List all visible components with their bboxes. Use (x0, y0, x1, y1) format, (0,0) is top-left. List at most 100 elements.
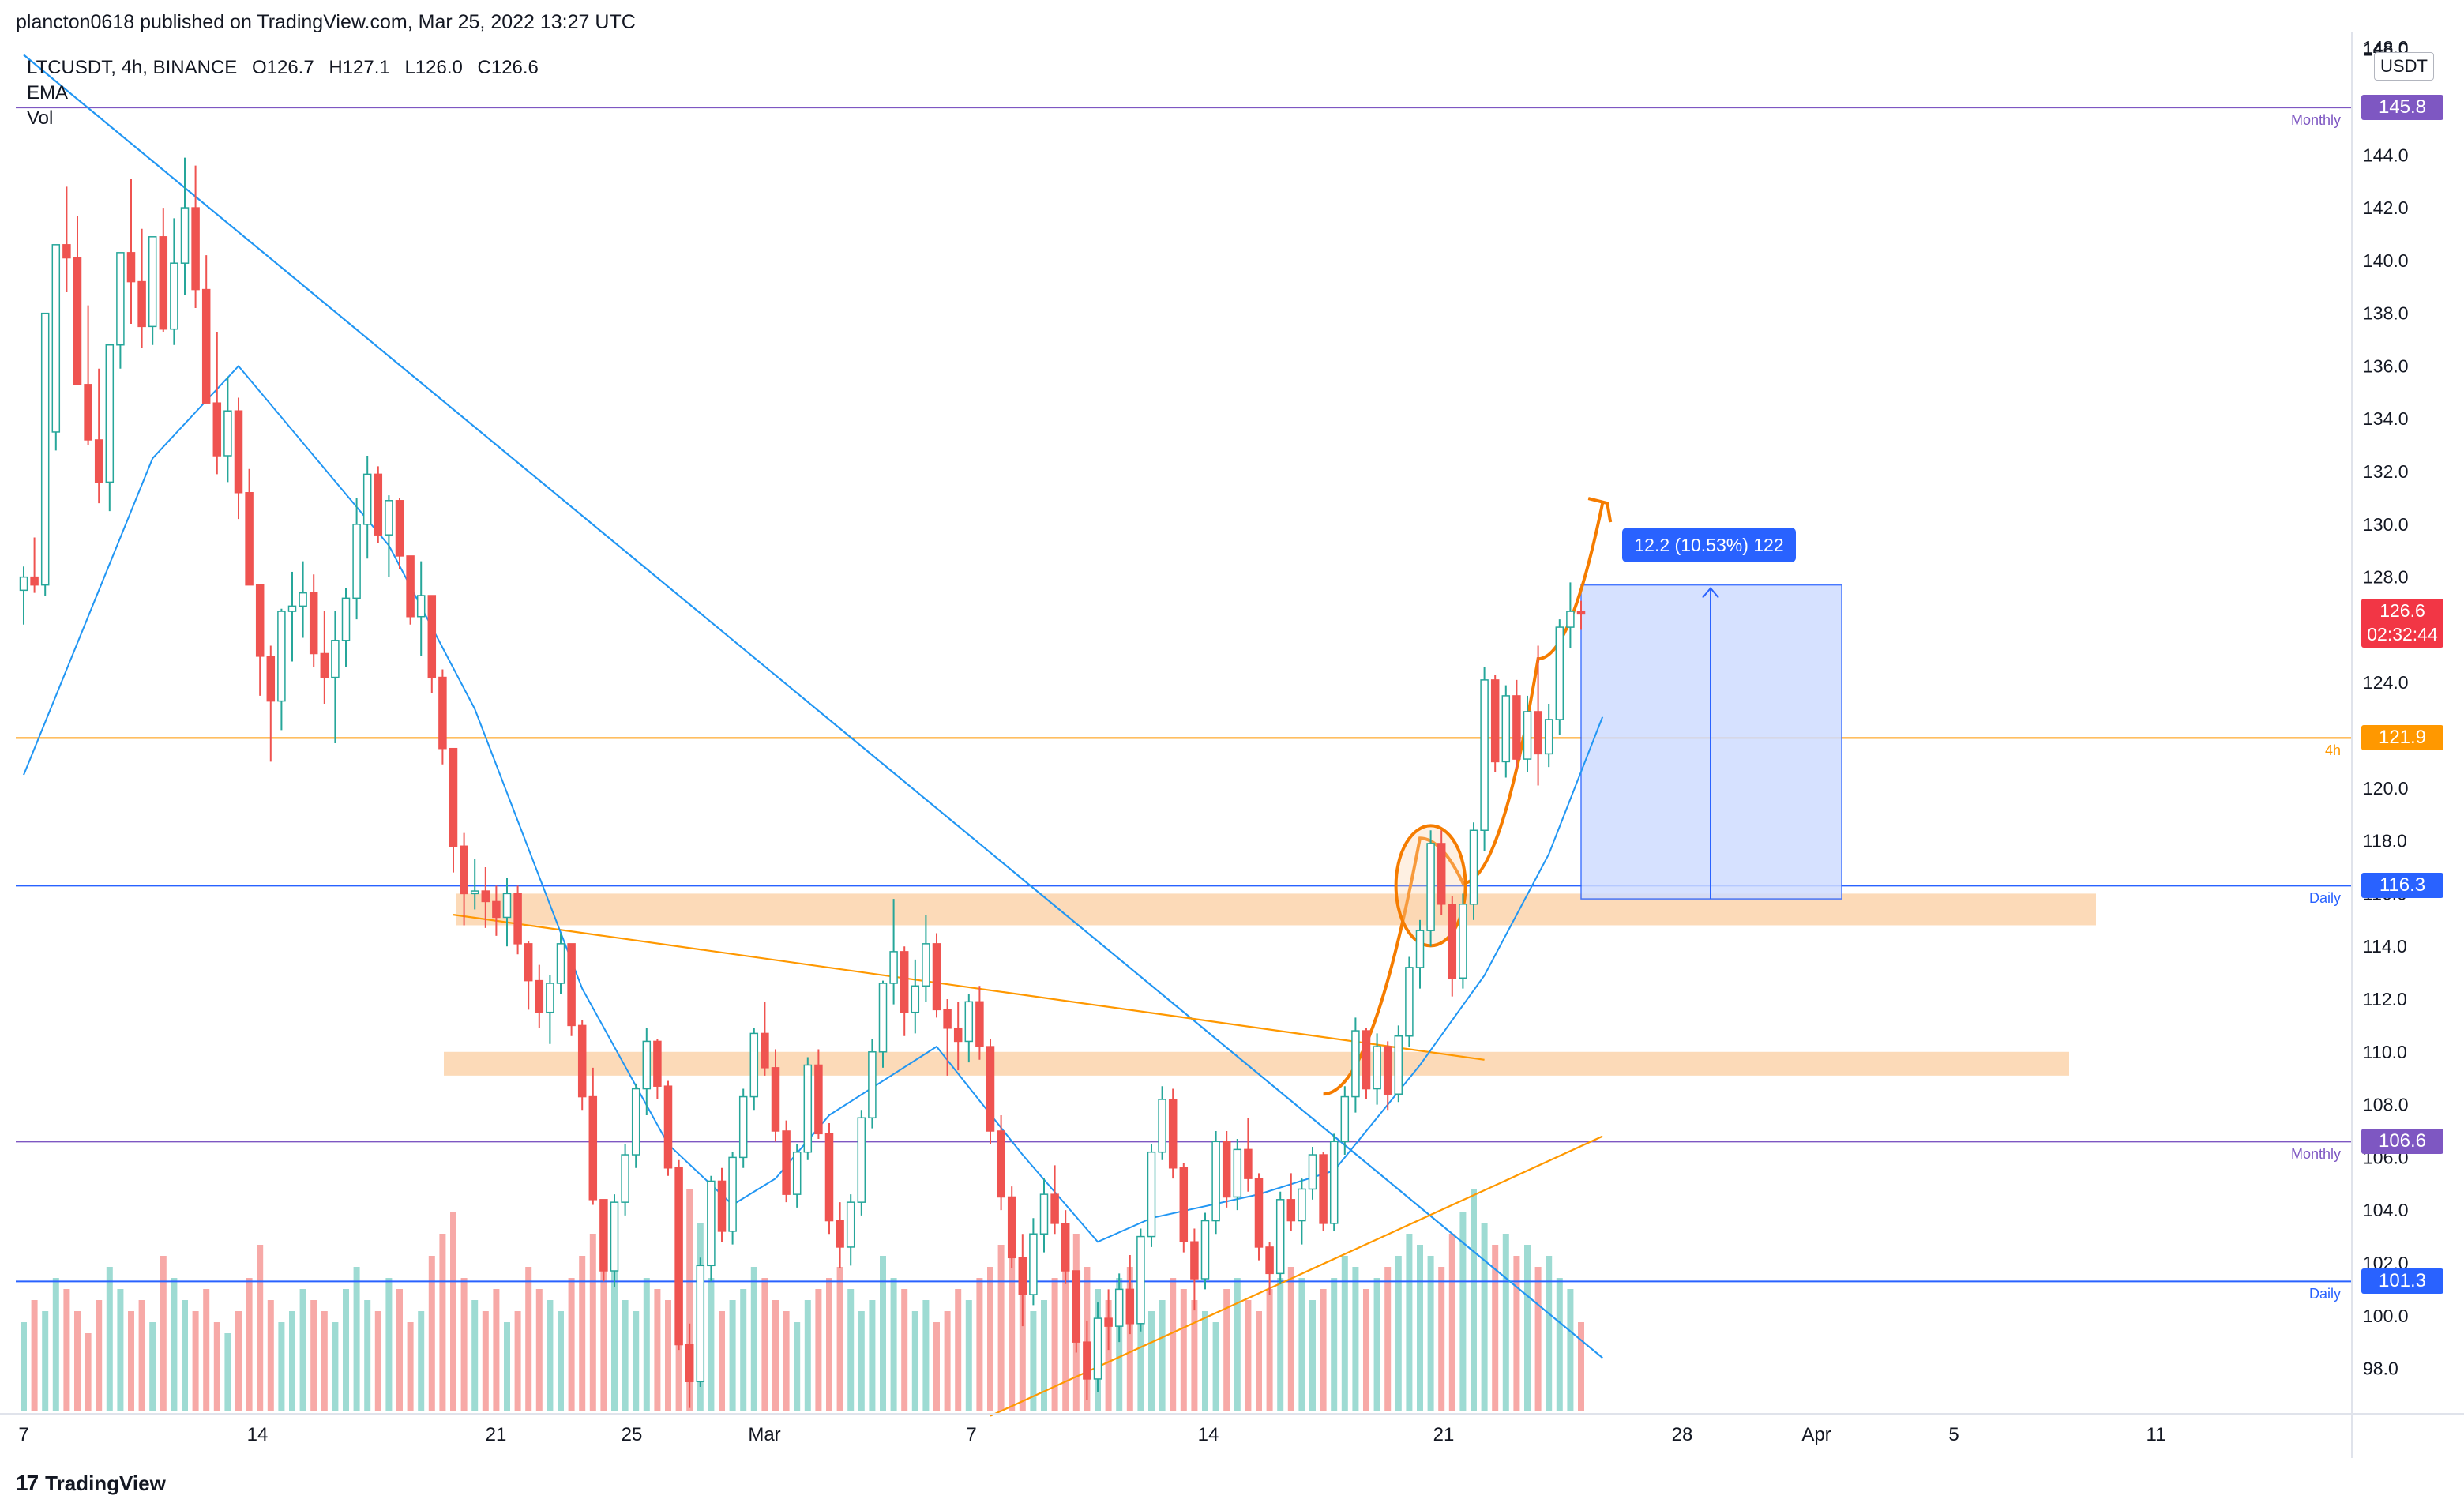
candle-body[interactable] (1544, 719, 1553, 755)
downtrend-line[interactable] (23, 54, 1603, 1359)
candle-body[interactable] (470, 890, 479, 895)
candle-body[interactable] (728, 1156, 737, 1232)
candle-body[interactable] (782, 1130, 791, 1195)
candle-body[interactable] (868, 1051, 877, 1119)
candle-body[interactable] (427, 595, 437, 678)
candle-body[interactable] (1179, 1167, 1189, 1243)
tradingview-logo[interactable]: 17 TradingView (16, 1471, 166, 1496)
ema-line-path[interactable] (23, 364, 1604, 1243)
candle-body[interactable] (535, 979, 544, 1013)
candle-body[interactable] (341, 597, 351, 641)
candle-body[interactable] (1211, 1141, 1220, 1222)
candle-body[interactable] (395, 500, 404, 557)
candle-body[interactable] (814, 1064, 823, 1135)
candle-body[interactable] (1093, 1317, 1102, 1380)
candle-body[interactable] (524, 943, 533, 982)
candle-body[interactable] (556, 943, 565, 984)
candle-body[interactable] (738, 1095, 748, 1159)
candle-body[interactable] (567, 943, 576, 1027)
candle-body[interactable] (148, 236, 157, 328)
candle-body[interactable] (1351, 1030, 1360, 1098)
candle-body[interactable] (416, 595, 426, 618)
candle-body[interactable] (406, 555, 415, 618)
candle-body[interactable] (1490, 679, 1500, 763)
candle-body[interactable] (922, 943, 930, 987)
candle-body[interactable] (1190, 1241, 1199, 1280)
candle-body[interactable] (986, 1046, 995, 1132)
candle-body[interactable] (1007, 1196, 1016, 1259)
candle-body[interactable] (362, 473, 372, 525)
candle-body[interactable] (331, 640, 340, 678)
candle-body[interactable] (803, 1064, 813, 1153)
volume-legend-row[interactable]: Vol (27, 107, 54, 129)
candle-body[interactable] (674, 1167, 683, 1346)
candle-body[interactable] (1147, 1151, 1156, 1238)
candle-body[interactable] (51, 244, 61, 433)
candle-body[interactable] (1158, 1099, 1166, 1153)
candle-body[interactable] (1114, 1288, 1124, 1327)
candle-body[interactable] (932, 943, 941, 1011)
candle-body[interactable] (953, 1027, 963, 1043)
candle-body[interactable] (449, 747, 458, 847)
candle-body[interactable] (1233, 1148, 1242, 1198)
candle-body[interactable] (1286, 1199, 1296, 1222)
candle-body[interactable] (299, 592, 307, 607)
candle-body[interactable] (30, 576, 39, 586)
candle-body[interactable] (137, 280, 146, 328)
candle-body[interactable] (964, 1001, 974, 1043)
candle-body[interactable] (610, 1201, 619, 1272)
candle-body[interactable] (878, 983, 888, 1053)
support-zone[interactable] (456, 893, 2096, 926)
currency-unit-button[interactable]: USDT (2374, 52, 2434, 81)
candle-body[interactable] (846, 1201, 855, 1248)
candle-body[interactable] (857, 1117, 866, 1203)
candle-body[interactable] (1480, 679, 1489, 832)
candle-body[interactable] (1426, 843, 1435, 931)
candle-body[interactable] (385, 500, 393, 536)
candle-body[interactable] (1308, 1154, 1317, 1190)
uptrend-support-line[interactable] (990, 1135, 1603, 1417)
candle-body[interactable] (1200, 1220, 1210, 1280)
candle-body[interactable] (245, 492, 254, 586)
candle-body[interactable] (1566, 611, 1575, 628)
candle-body[interactable] (975, 1001, 984, 1047)
candle-body[interactable] (170, 262, 178, 330)
candle-body[interactable] (40, 312, 50, 586)
candle-body[interactable] (481, 890, 490, 903)
candle-body[interactable] (191, 207, 200, 291)
candle-body[interactable] (1555, 626, 1564, 720)
candle-body[interactable] (1340, 1095, 1350, 1143)
candle-body[interactable] (1050, 1193, 1059, 1224)
candle-body[interactable] (1222, 1141, 1231, 1198)
candle-body[interactable] (1512, 695, 1521, 760)
candle-body[interactable] (696, 1265, 705, 1383)
candle-body[interactable] (1072, 1270, 1081, 1343)
candle-body[interactable] (352, 524, 361, 599)
candle-body[interactable] (761, 1032, 769, 1069)
candle-body[interactable] (943, 1009, 952, 1029)
candle-body[interactable] (223, 410, 232, 457)
candle-body[interactable] (1265, 1246, 1274, 1275)
candle-body[interactable] (1329, 1141, 1339, 1224)
candle-body[interactable] (1469, 829, 1478, 905)
candle-body[interactable] (1083, 1341, 1091, 1380)
candle-body[interactable] (1523, 711, 1532, 760)
candle-body[interactable] (1373, 1046, 1381, 1090)
candle-body[interactable] (234, 410, 243, 494)
candle-body[interactable] (309, 592, 318, 655)
candle-body[interactable] (266, 656, 276, 702)
candle-body[interactable] (717, 1180, 727, 1232)
candle-body[interactable] (1383, 1046, 1392, 1095)
candle-body[interactable] (900, 951, 909, 1013)
candle-body[interactable] (685, 1344, 694, 1383)
ema-legend-row[interactable]: EMA (27, 82, 69, 103)
candle-body[interactable] (255, 584, 265, 657)
wedge-resistance-line[interactable] (453, 914, 1485, 1061)
candle-body[interactable] (1405, 967, 1414, 1037)
candle-body[interactable] (62, 244, 71, 259)
candle-body[interactable] (116, 252, 125, 346)
candle-body[interactable] (1061, 1223, 1070, 1272)
candle-body[interactable] (1125, 1288, 1135, 1325)
symbol-label[interactable]: LTCUSDT, 4h, BINANCE (27, 57, 238, 78)
